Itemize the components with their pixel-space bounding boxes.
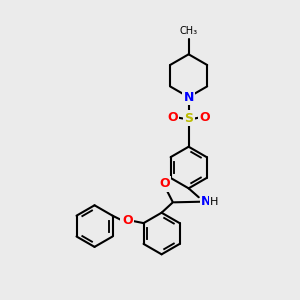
Text: S: S <box>184 112 193 125</box>
Text: CH₃: CH₃ <box>180 26 198 36</box>
Text: O: O <box>200 110 210 124</box>
Text: H: H <box>209 197 218 207</box>
Text: O: O <box>122 214 133 227</box>
Text: O: O <box>167 110 178 124</box>
Text: O: O <box>159 177 170 190</box>
Text: N: N <box>200 195 211 208</box>
Text: N: N <box>184 91 194 103</box>
